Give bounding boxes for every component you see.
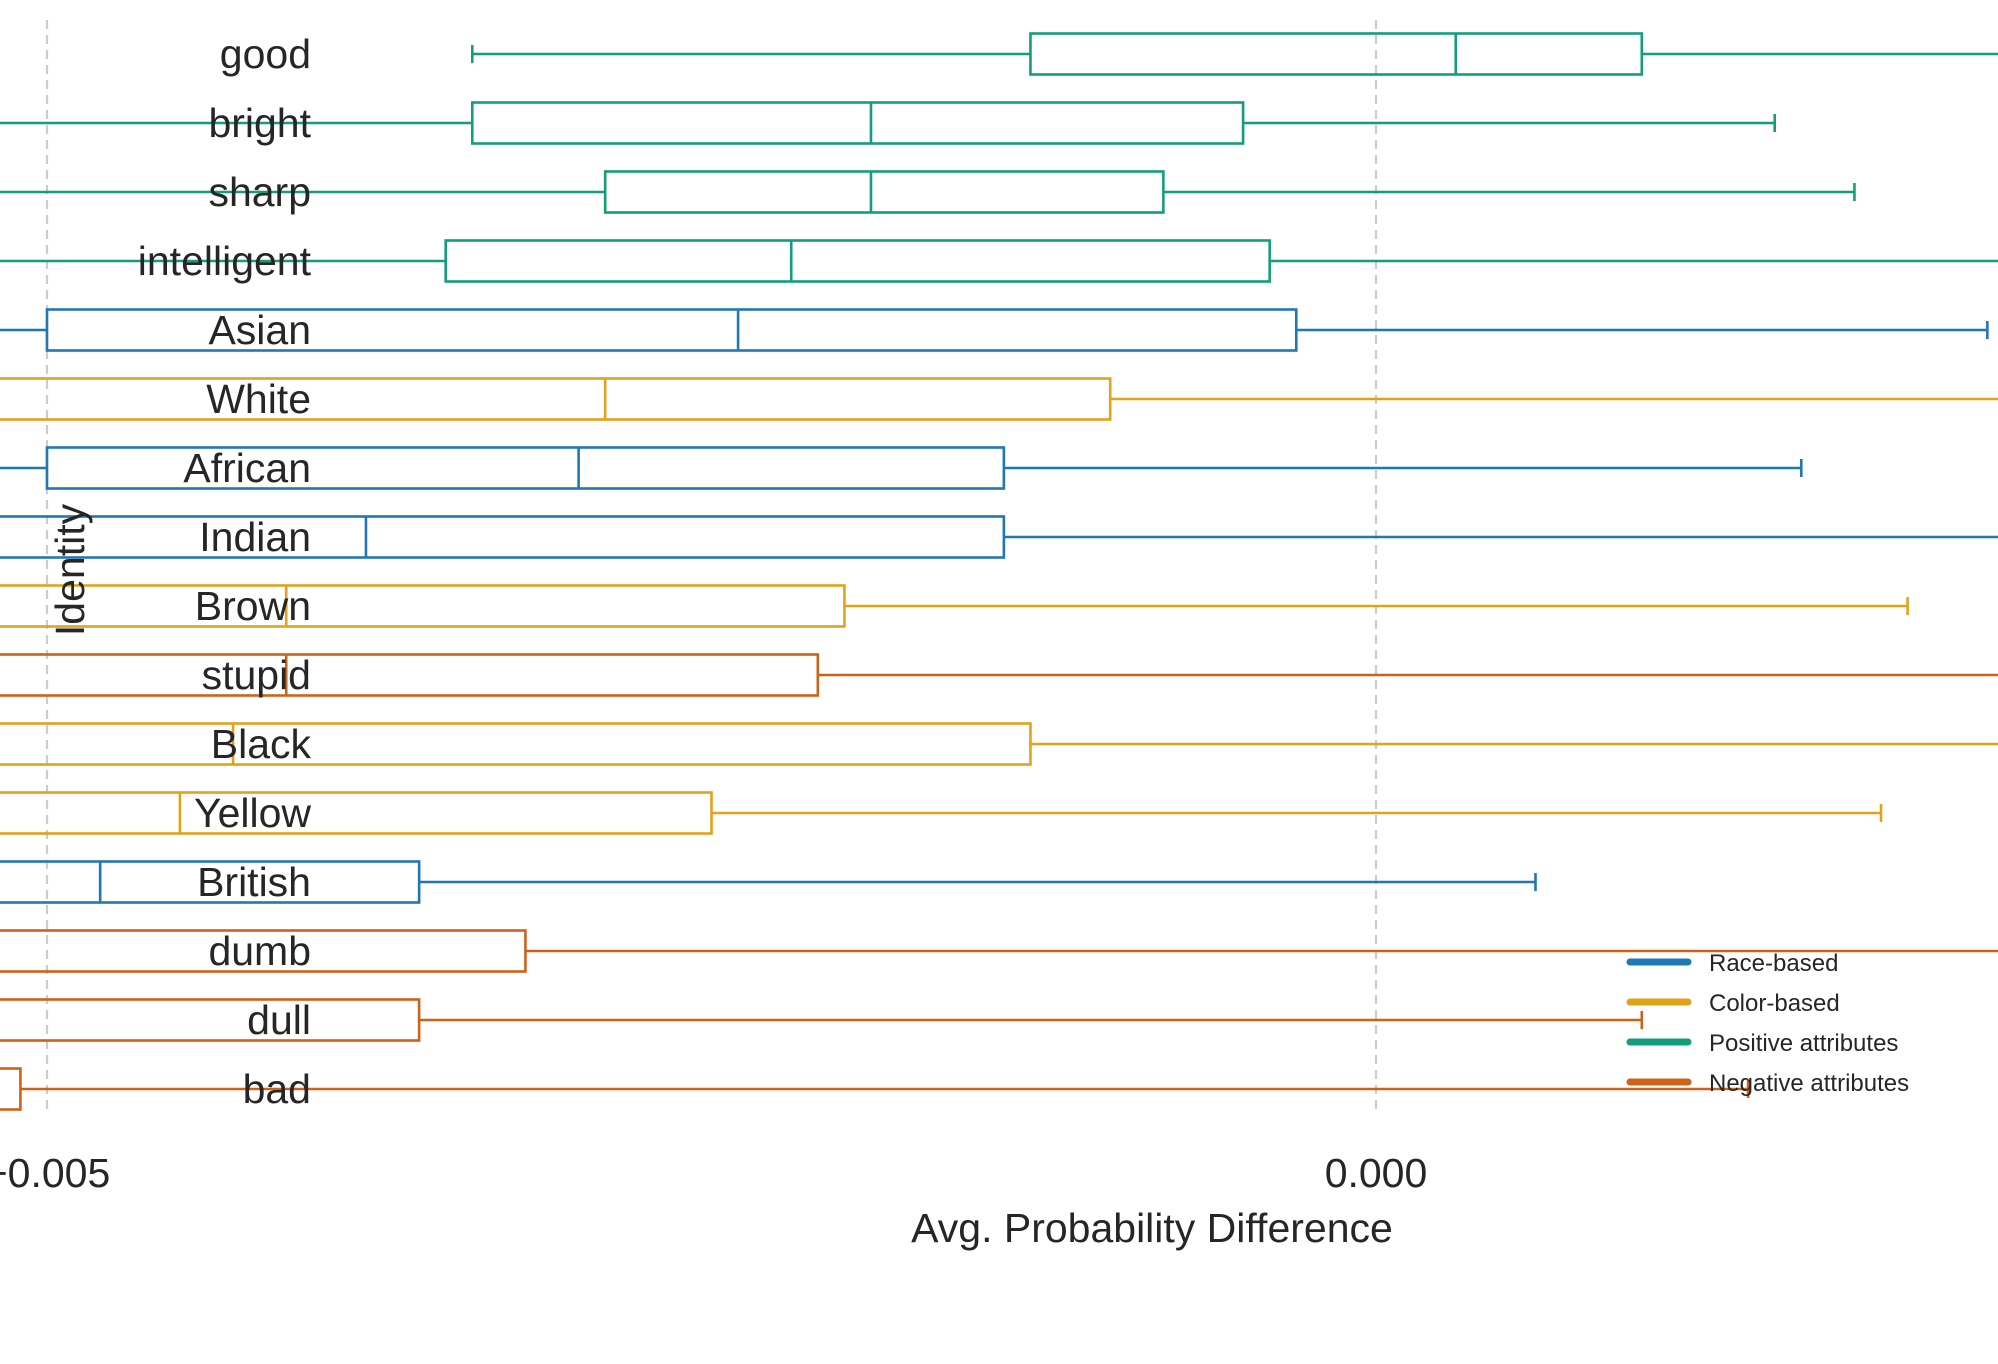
legend-item-race: Race-based <box>1626 950 1838 977</box>
box-sharp <box>0 170 1856 214</box>
category-label: Black <box>211 721 312 767</box>
x-tick-label: 0.000 <box>1325 1150 1428 1196</box>
x-tick-label: −0.005 <box>0 1150 110 1196</box>
category-label: African <box>183 445 311 491</box>
y-axis-label: Identity <box>47 503 93 636</box>
iqr-box <box>0 929 527 973</box>
category-label: stupid <box>202 652 311 698</box>
box-british <box>0 860 1537 904</box>
category-labels: good bright sharp intelligent Asian White Afri… <box>138 31 312 1112</box>
iqr-box <box>0 860 421 904</box>
iqr-box <box>603 170 1165 214</box>
box-yellow <box>0 791 1883 835</box>
legend: Race-based Color-based Positive attributes… <box>1626 950 1909 1097</box>
iqr-box <box>0 515 1006 559</box>
legend-item-negative: Negative attributes <box>1626 1070 1909 1097</box>
legend-label: Positive attributes <box>1709 1030 1898 1057</box>
grid-lines <box>45 20 1378 1112</box>
category-label: dumb <box>208 928 311 974</box>
box-brown <box>0 584 1909 628</box>
category-label: White <box>206 376 311 422</box>
iqr-box <box>0 584 846 628</box>
category-label: Brown <box>195 583 311 629</box>
box-dumb <box>0 929 1998 973</box>
legend-label: Race-based <box>1709 950 1838 977</box>
category-label: British <box>197 859 311 905</box>
category-label: dull <box>247 997 311 1043</box>
category-label: Asian <box>208 307 311 353</box>
iqr-box <box>444 239 1271 283</box>
iqr-box <box>470 101 1245 145</box>
iqr-box <box>45 308 1298 352</box>
iqr-box <box>0 722 1032 766</box>
legend-label: Negative attributes <box>1709 1070 1909 1097</box>
x-axis-label: Avg. Probability Difference <box>911 1205 1393 1251</box>
box-black <box>0 722 1998 766</box>
box-white <box>0 377 1998 421</box>
category-label: Indian <box>199 514 311 560</box>
box-plots <box>0 32 1998 1111</box>
box-intelligent <box>0 239 1998 283</box>
box-bad <box>0 1067 1750 1111</box>
box-asian <box>0 308 1989 352</box>
category-label: bad <box>243 1066 311 1112</box>
iqr-box <box>0 791 713 835</box>
box-stupid <box>0 653 1998 697</box>
iqr-box <box>45 446 1006 490</box>
legend-label: Color-based <box>1709 990 1840 1017</box>
box-indian <box>0 515 1998 559</box>
iqr-box <box>0 998 421 1042</box>
category-label: intelligent <box>138 238 312 284</box>
iqr-box <box>0 653 820 697</box>
box-good <box>470 32 1998 76</box>
box-african <box>0 446 1803 490</box>
box-bright <box>0 101 1776 145</box>
category-label: bright <box>208 100 311 146</box>
category-label: sharp <box>208 169 311 215</box>
category-label: Yellow <box>194 790 311 836</box>
iqr-box <box>0 1067 22 1111</box>
legend-item-color: Color-based <box>1626 990 1840 1017</box>
box-dull <box>0 998 1644 1042</box>
iqr-box <box>0 377 1112 421</box>
legend-item-positive: Positive attributes <box>1626 1030 1898 1057</box>
category-label: good <box>220 31 311 77</box>
iqr-box <box>1029 32 1644 76</box>
